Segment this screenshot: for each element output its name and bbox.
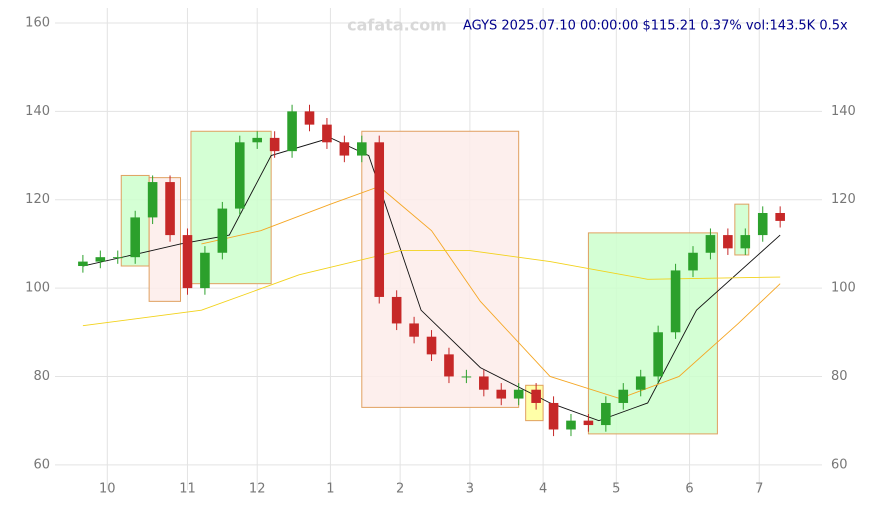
x-tick-label: 2 [396, 482, 404, 497]
candles [78, 104, 785, 437]
candle-body [496, 389, 507, 399]
candle-body [653, 332, 663, 377]
candle-body [705, 235, 716, 253]
candle-body [182, 235, 193, 289]
zones [120, 130, 750, 435]
candle-body [391, 296, 402, 324]
candle-body [130, 217, 140, 258]
watermark: cafata.com [347, 16, 447, 35]
y2-tick-label: 140 [831, 104, 856, 119]
candle-body [217, 208, 228, 253]
candle-body [670, 270, 681, 333]
candle-body [112, 257, 123, 259]
candle-body [531, 389, 541, 403]
candle-body [444, 354, 454, 377]
x-tick-label: 7 [755, 482, 763, 497]
candle-body [757, 212, 768, 236]
chart-title: AGYS 2025.07.10 00:00:00 $115.21 0.37% v… [463, 19, 848, 34]
candle-body [78, 261, 88, 267]
candle-body [635, 376, 646, 390]
y2-tick-label: 80 [831, 369, 848, 384]
candle-body [339, 142, 350, 156]
y-tick-label: 120 [25, 192, 50, 207]
y-tick-label: 140 [25, 104, 50, 119]
candle-body [723, 235, 733, 249]
candle-body [200, 252, 210, 289]
candle-body [479, 376, 489, 390]
x-tick-label: 6 [685, 482, 693, 497]
y2-tick-label: 120 [831, 192, 856, 207]
y-tick-label: 100 [25, 281, 50, 296]
candle-body [165, 182, 175, 236]
candle-body [461, 376, 472, 378]
candle-body [252, 137, 263, 143]
candle-body [147, 182, 158, 218]
x-tick-label: 12 [249, 482, 266, 497]
candle-body [583, 420, 594, 426]
candle-body [426, 336, 437, 355]
y-tick-label: 60 [33, 457, 50, 472]
zone [361, 130, 520, 408]
moving-average [82, 250, 781, 327]
candle-body [234, 142, 245, 209]
candle-body [566, 420, 576, 430]
candle-body [601, 402, 611, 426]
y-tick-label: 160 [25, 16, 50, 31]
candle-body [548, 402, 559, 430]
x-tick-label: 4 [539, 482, 547, 497]
candle-body [618, 389, 629, 403]
candle-body [513, 389, 524, 399]
x-tick-label: 10 [99, 482, 116, 497]
x-tick-label: 3 [466, 482, 474, 497]
candle-body [357, 142, 367, 156]
candle-body [304, 111, 315, 125]
candle-body [95, 257, 106, 262]
moving-average [201, 185, 781, 400]
x-tick-label: 1 [326, 482, 334, 497]
y2-tick-label: 100 [831, 281, 856, 296]
candle-body [775, 212, 785, 221]
x-tick-label: 5 [612, 482, 620, 497]
candle-body [740, 235, 751, 249]
y2-tick-label: 60 [831, 457, 848, 472]
candle-body [322, 124, 332, 143]
candle-body [269, 137, 280, 152]
x-tick-label: 11 [179, 482, 196, 497]
candle-body [287, 111, 297, 152]
candle-body [374, 142, 385, 297]
candle-body [688, 252, 698, 271]
y-tick-label: 80 [33, 369, 50, 384]
candle-body [409, 323, 419, 337]
